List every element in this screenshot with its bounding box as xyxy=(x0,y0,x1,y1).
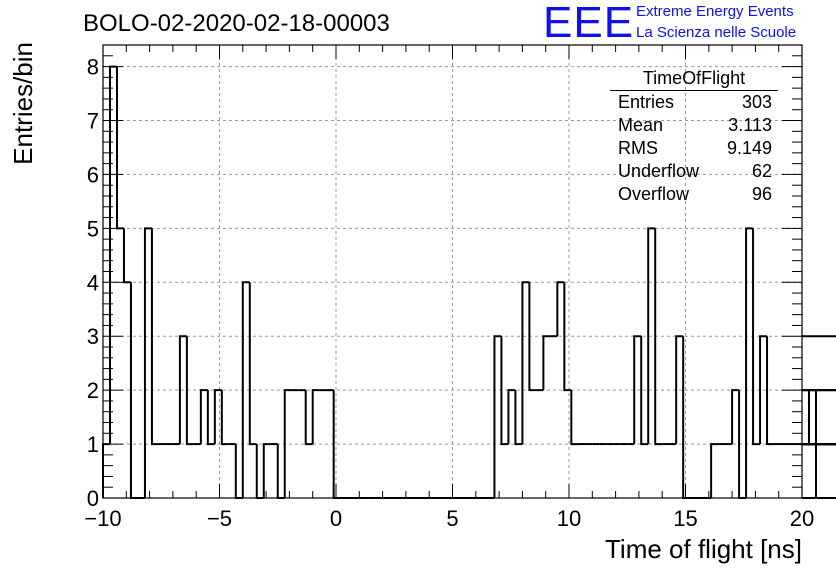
histogram-bin xyxy=(283,389,292,498)
stats-label: Entries xyxy=(618,92,675,112)
y-tick-label: 1 xyxy=(87,432,99,457)
stats-label: Underflow xyxy=(618,161,700,181)
stats-box-title: TimeOfFlight xyxy=(610,68,778,91)
stats-label: Overflow xyxy=(618,184,690,204)
histogram-bin xyxy=(654,228,663,446)
histogram-bin xyxy=(178,335,187,445)
histogram-bin xyxy=(752,228,761,446)
histogram-bin xyxy=(570,390,579,446)
stats-value: 303 xyxy=(741,92,772,112)
histogram-bin xyxy=(647,227,656,445)
y-tick-label: 2 xyxy=(87,378,99,403)
run-title: BOLO-02-2020-02-18-00003 xyxy=(83,10,390,37)
stats-label: Mean xyxy=(618,115,664,135)
histogram-bin xyxy=(759,335,768,445)
y-tick-label: 4 xyxy=(87,270,99,295)
histogram-bin xyxy=(493,335,502,498)
histogram-bin xyxy=(710,443,719,498)
y-tick-label: 3 xyxy=(87,324,99,349)
histogram-bin xyxy=(802,497,836,499)
x-tick-label: 5 xyxy=(446,506,458,531)
x-tick-label: 0 xyxy=(330,506,342,531)
histogram-bin xyxy=(255,444,264,499)
histogram-bin xyxy=(802,497,836,499)
histogram-bin xyxy=(514,390,523,446)
y-tick-label: 6 xyxy=(87,162,99,187)
histogram-bin xyxy=(220,390,229,446)
stats-label: RMS xyxy=(618,138,658,158)
stats-value: 96 xyxy=(751,184,772,204)
histogram-bin xyxy=(528,282,537,392)
stats-row-overflow: Overflow 96 xyxy=(610,183,778,206)
histogram-bin xyxy=(802,389,836,392)
histogram-bin xyxy=(556,281,565,337)
x-tick-label: 15 xyxy=(673,506,697,531)
stats-value: 9.149 xyxy=(726,138,772,158)
histogram-bin xyxy=(521,281,530,445)
histogram-bin xyxy=(276,444,285,499)
histogram-bin xyxy=(500,336,509,446)
histogram-bin xyxy=(122,228,131,284)
y-tick-label: 7 xyxy=(87,109,99,134)
histogram-bin xyxy=(563,282,572,392)
histogram-bin xyxy=(802,443,836,446)
histogram-bin xyxy=(542,335,551,391)
x-tick-label: 20 xyxy=(790,506,814,531)
histogram-bin xyxy=(802,443,836,446)
histogram-bin xyxy=(150,228,159,446)
histogram-bin xyxy=(248,282,257,446)
histogram-bin xyxy=(682,336,691,499)
stats-box: TimeOfFlight Entries 303 Mean 3.113 RMS … xyxy=(610,68,778,206)
histogram-bin xyxy=(507,389,516,445)
eee-logo-line2: La Scienza nelle Scuole xyxy=(636,24,797,41)
histogram-bin xyxy=(802,389,810,445)
histogram-bin xyxy=(143,227,152,498)
stats-row-rms: RMS 9.149 xyxy=(610,137,778,160)
histogram-bin xyxy=(234,444,243,499)
y-tick-label: 5 xyxy=(87,216,99,241)
y-axis-label: Entries/bin xyxy=(8,42,38,165)
histogram-bin xyxy=(633,335,642,445)
histogram-bin xyxy=(213,389,222,445)
histogram-bin xyxy=(802,335,836,338)
histogram-bin xyxy=(766,336,775,446)
histogram-bin xyxy=(108,65,117,445)
x-tick-label: −5 xyxy=(207,506,232,531)
axes: −10 −5 0 5 10 15 20 0 1 2 3 4 5 6 7 8 Time of flight [ns… xyxy=(8,42,814,564)
y-tick-label: 8 xyxy=(87,55,99,80)
histogram-bin xyxy=(206,390,215,446)
histogram-bin xyxy=(241,281,250,498)
histogram-bin xyxy=(304,390,313,446)
eee-logo-line1: Extreme Energy Events xyxy=(636,3,794,20)
histogram-bin xyxy=(802,443,836,446)
histogram-bin xyxy=(802,443,836,446)
histogram-bin xyxy=(311,389,320,445)
histogram-bin xyxy=(640,336,649,446)
x-axis-label: Time of flight [ns] xyxy=(605,534,802,564)
histogram-bin xyxy=(731,389,740,445)
stats-row-mean: Mean 3.113 xyxy=(610,114,778,137)
histogram-bin xyxy=(199,389,208,445)
stats-value: 3.113 xyxy=(728,115,772,135)
histogram-bin xyxy=(262,443,271,498)
histogram-bin xyxy=(802,497,836,499)
histogram-bin xyxy=(802,497,836,499)
stats-value: 62 xyxy=(751,161,772,181)
histogram-bin xyxy=(802,443,836,446)
x-tick-label: −10 xyxy=(84,506,121,531)
y-tick-label: 0 xyxy=(87,486,99,511)
eee-logo: EEE xyxy=(543,0,635,47)
x-tick-label: 10 xyxy=(557,506,581,531)
histogram-bin xyxy=(115,66,124,230)
histogram-bin xyxy=(745,227,754,498)
histogram-bin xyxy=(185,336,194,446)
stats-row-entries: Entries 303 xyxy=(610,91,778,114)
stats-row-underflow: Underflow 62 xyxy=(610,160,778,183)
histogram-bin xyxy=(802,497,836,499)
histogram-bin xyxy=(102,443,110,498)
histogram-bin xyxy=(675,335,684,445)
